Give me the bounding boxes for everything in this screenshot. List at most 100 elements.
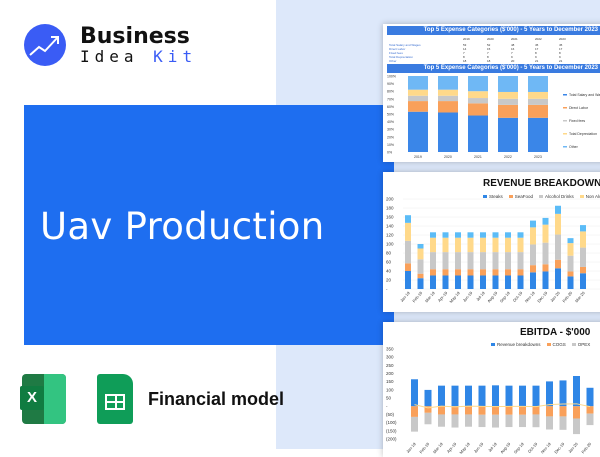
table-cell: 20: [511, 59, 515, 63]
bar-segment: [567, 238, 574, 244]
bar: [424, 406, 432, 413]
table-cell: 45: [535, 43, 539, 47]
bar: [505, 385, 513, 407]
bar-segment: [530, 244, 536, 266]
bar-segment: [498, 91, 518, 99]
legend-item: Non Alcohol Drinks: [579, 194, 600, 199]
y-tick-label: 120: [386, 233, 394, 238]
bar-segment: [542, 242, 549, 265]
bar: [411, 416, 418, 432]
bar-segment: [405, 240, 411, 264]
table-cell: 7: [463, 51, 465, 55]
bar-segment: [492, 275, 499, 289]
y-tick-label: -: [386, 404, 388, 409]
table-cell: 18: [487, 59, 491, 63]
bar: [424, 412, 432, 425]
bar-segment: [580, 231, 586, 248]
table-cell: 14: [463, 47, 467, 51]
legend-swatch: [563, 120, 567, 122]
bar: [438, 414, 445, 427]
x-tick-label: Aug-19: [499, 441, 512, 455]
bar: [465, 414, 472, 427]
bar-segment: [408, 111, 428, 152]
bar-segment: [468, 98, 488, 104]
y-tick-label: 200: [386, 371, 394, 376]
bar-segment: [567, 255, 574, 272]
y-tick-label: 10%: [387, 143, 394, 147]
bar-segment: [467, 252, 474, 270]
ebitda-chart-card: EBITDA - $'000 Revenue breakdowns COGS OPE…: [383, 322, 600, 457]
bar-segment: [438, 112, 458, 152]
bar-segment: [567, 243, 574, 256]
x-tick-label: Jan-20: [549, 290, 561, 303]
revenue-chart-card: REVENUE BREAKDOWN - $'0 Steaks SeaFood Alc…: [383, 172, 600, 312]
bar-segment: [498, 76, 518, 92]
bar-segment: [408, 95, 428, 102]
bar-segment: [417, 248, 424, 260]
bar-segment: [530, 227, 536, 245]
bar-segment: [517, 275, 524, 289]
bar-segment: [498, 98, 518, 105]
x-tick-label: Mar-19: [432, 441, 444, 455]
legend-label: Other: [569, 145, 579, 149]
ebitda-line: [414, 403, 591, 409]
chart-header: Top 5 Expense Categories ($'000) - 5 Yea…: [387, 64, 600, 73]
y-tick-label: 50%: [387, 113, 394, 117]
bar-segment: [492, 237, 499, 253]
bar-segment: [528, 104, 548, 118]
bar: [451, 385, 459, 407]
y-tick-label: 250: [386, 363, 394, 368]
bar-segment: [492, 252, 499, 270]
bar-segment: [542, 217, 549, 225]
bar-segment: [555, 234, 561, 260]
table-cell: 17: [559, 47, 563, 51]
x-tick-label: Jun-19: [473, 441, 485, 454]
bar: [586, 406, 594, 414]
bar-segment: [468, 103, 488, 116]
bar-segment: [438, 89, 458, 96]
x-tick-label: Jan-19: [399, 290, 411, 303]
bar-segment: [408, 76, 428, 90]
table-cell: 48: [511, 43, 515, 47]
expense-chart-card: 0% 10% 20% 30% 40% 50% 60% 70% 80% 90% 100% 2019 202…: [383, 24, 600, 162]
x-tick-label: May-19: [458, 441, 471, 455]
page-title: Uav Production: [40, 205, 325, 248]
bar-segment: [442, 275, 449, 289]
table-row-label: Total Depreciation: [389, 55, 413, 59]
bar-segment: [498, 117, 518, 152]
y-tick-label: 350: [386, 347, 394, 352]
legend: Revenue breakdowns COGS OPEX: [491, 342, 596, 347]
bar-segment: [430, 252, 436, 270]
bar-segment: [517, 232, 524, 238]
table-cell: 9: [535, 55, 537, 59]
bar: [519, 406, 526, 415]
bar-segment: [430, 269, 436, 276]
x-tick-label: 2023: [534, 155, 542, 159]
table-cell: 8: [487, 55, 489, 59]
bar-segment: [480, 275, 486, 289]
bar-segment: [580, 225, 586, 232]
y-tick-label: 100: [386, 242, 394, 247]
bar-segment: [455, 269, 461, 276]
table-header: Top 5 Expense Categories ($'000) - 5 Yea…: [387, 26, 600, 35]
x-tick-label: Nov-19: [540, 441, 553, 455]
x-tick-label: Nov-19: [524, 290, 537, 304]
bar-segment: [528, 98, 548, 105]
bar-segment: [517, 237, 524, 253]
bar: [505, 414, 513, 428]
brand-kit: Kit: [153, 47, 198, 66]
bar-segment: [455, 237, 461, 253]
legend-item: Alcohol Drinks: [539, 194, 574, 199]
x-tick-label: Dec-19: [536, 290, 549, 304]
legend-item: COGS: [546, 342, 566, 347]
y-tick-label: 60: [386, 260, 392, 265]
table-cell: 53: [463, 43, 467, 47]
bar-segment: [492, 232, 499, 238]
table-header-cell: 2022: [535, 37, 542, 41]
table-cell: 45: [559, 43, 563, 47]
bar-segment: [567, 271, 574, 277]
legend-swatch: [563, 94, 567, 96]
bar-segment: [405, 215, 411, 223]
x-tick-label: Feb-19: [411, 290, 423, 304]
